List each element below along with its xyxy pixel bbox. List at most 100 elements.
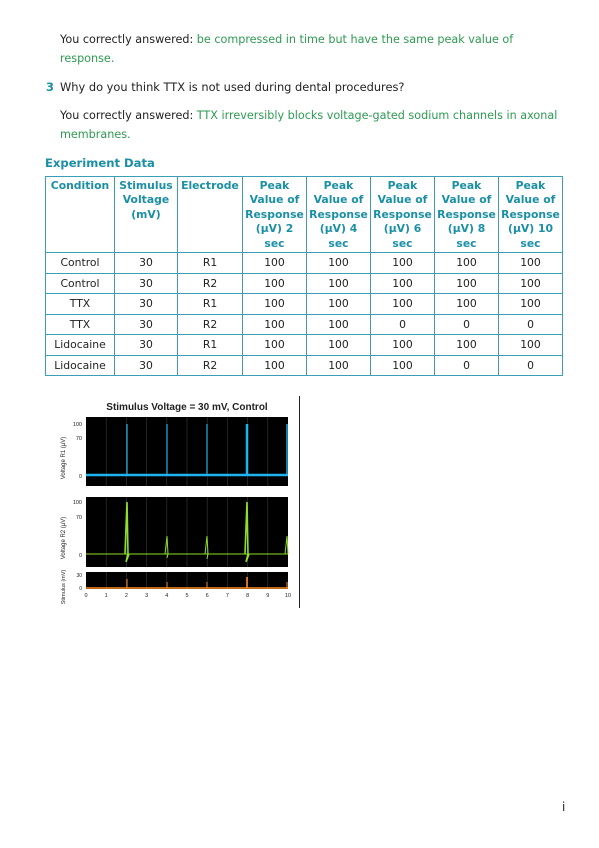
r2-spike-2s bbox=[124, 501, 130, 563]
x-tick: 2 bbox=[125, 593, 128, 599]
table-cell: 30 bbox=[114, 252, 178, 274]
col-header: Stimulus Voltage (mV) bbox=[114, 176, 178, 253]
table-cell: 100 bbox=[498, 293, 563, 315]
table-cell: 100 bbox=[306, 354, 371, 376]
table-cell: 0 bbox=[370, 313, 435, 335]
table-row: Control 30 R1 100 100 100 100 100 bbox=[45, 252, 563, 274]
table-cell: 100 bbox=[434, 252, 499, 274]
table-cell: 100 bbox=[242, 354, 307, 376]
table-cell: 100 bbox=[242, 252, 307, 274]
table-cell: 100 bbox=[306, 252, 371, 274]
x-tick: 8 bbox=[246, 593, 249, 599]
answer-prefix: You correctly answered: bbox=[60, 33, 197, 46]
table-cell: 30 bbox=[114, 272, 178, 294]
x-tick: 7 bbox=[226, 593, 229, 599]
table-row: TTX 30 R2 100 100 0 0 0 bbox=[45, 313, 563, 335]
x-tick: 3 bbox=[145, 593, 148, 599]
recording-figure: Stimulus Voltage = 30 mV, Control Voltag… bbox=[61, 402, 291, 605]
table-cell: 100 bbox=[498, 272, 563, 294]
col-header: Electrode bbox=[177, 176, 243, 253]
answer-3: You correctly answered: TTX irreversibly… bbox=[60, 106, 557, 144]
answer-text-cont: membranes. bbox=[60, 128, 131, 141]
table-cell: 100 bbox=[242, 313, 307, 335]
table-cell: R2 bbox=[177, 313, 243, 335]
table-cell: Control bbox=[45, 252, 115, 274]
table-cell: 30 bbox=[114, 293, 178, 315]
table-row: Lidocaine 30 R2 100 100 100 0 0 bbox=[45, 354, 563, 376]
x-tick: 4 bbox=[165, 593, 168, 599]
col-header: Condition bbox=[45, 176, 115, 253]
answer-text: TTX irreversibly blocks voltage-gated so… bbox=[196, 109, 558, 122]
panel-r2-ylabel: Voltage R2 (µV) bbox=[61, 517, 67, 559]
figure-title: Stimulus Voltage = 30 mV, Control bbox=[106, 402, 268, 413]
table-cell: 0 bbox=[434, 354, 499, 376]
panel-stimulus-ylabel: Stimulus (mV) bbox=[61, 570, 67, 605]
table-cell: R1 bbox=[177, 252, 243, 274]
table-cell: 100 bbox=[498, 252, 563, 274]
table-cell: 100 bbox=[434, 272, 499, 294]
x-tick: 6 bbox=[206, 593, 209, 599]
x-tick: 1 bbox=[105, 593, 108, 599]
y-tick: 0 bbox=[79, 553, 82, 559]
answer-prefix: You correctly answered: bbox=[60, 109, 197, 122]
table-cell: 30 bbox=[114, 354, 178, 376]
table-cell: 30 bbox=[114, 313, 178, 335]
table-cell: 100 bbox=[306, 313, 371, 335]
r2-spike-4s bbox=[164, 535, 169, 559]
table-cell: Control bbox=[45, 272, 115, 294]
y-tick: 30 bbox=[76, 573, 82, 579]
x-tick: 5 bbox=[185, 593, 188, 599]
y-tick: 100 bbox=[73, 422, 82, 428]
answer-1: You correctly answered: be compressed in… bbox=[60, 30, 513, 68]
x-axis-ticks: 0 1 2 3 4 5 6 7 8 9 10 bbox=[84, 593, 291, 599]
table-cell: 100 bbox=[370, 293, 435, 315]
table-cell: 100 bbox=[306, 272, 371, 294]
r2-spike-8s bbox=[244, 501, 250, 563]
y-tick: 0 bbox=[79, 586, 82, 592]
table-row: Control 30 R2 100 100 100 100 100 bbox=[45, 272, 563, 294]
y-tick: 70 bbox=[76, 436, 82, 442]
col-header: Peak Value of Response (µV) 10 sec bbox=[498, 176, 563, 253]
table-cell: 30 bbox=[114, 334, 178, 356]
x-tick: 9 bbox=[266, 593, 269, 599]
answer-text-cont: response. bbox=[60, 52, 115, 65]
table-cell: 100 bbox=[370, 252, 435, 274]
col-header: Peak Value of Response (µV) 2 sec bbox=[242, 176, 307, 253]
y-tick: 0 bbox=[79, 474, 82, 480]
y-tick: 100 bbox=[73, 500, 82, 506]
table-cell: 100 bbox=[242, 334, 307, 356]
x-tick: 10 bbox=[285, 593, 291, 599]
table-cell: 100 bbox=[306, 293, 371, 315]
x-tick: 0 bbox=[84, 593, 87, 599]
table-cell: 100 bbox=[370, 354, 435, 376]
table-cell: R1 bbox=[177, 293, 243, 315]
col-header: Peak Value of Response (µV) 6 sec bbox=[370, 176, 435, 253]
table-cell: 100 bbox=[370, 272, 435, 294]
experiment-data-table: Condition Stimulus Voltage (mV) Electrod… bbox=[45, 176, 563, 376]
table-cell: TTX bbox=[45, 293, 115, 315]
table-cell: R1 bbox=[177, 334, 243, 356]
col-header: Peak Value of Response (µV) 4 sec bbox=[306, 176, 371, 253]
r2-spike-10s bbox=[284, 535, 289, 555]
table-cell: 0 bbox=[498, 313, 563, 335]
table-cell: TTX bbox=[45, 313, 115, 335]
table-cell: 0 bbox=[498, 354, 563, 376]
page-number: i bbox=[562, 800, 566, 814]
col-header: Peak Value of Response (µV) 8 sec bbox=[434, 176, 499, 253]
table-cell: 100 bbox=[434, 293, 499, 315]
question-text: Why do you think TTX is not used during … bbox=[60, 80, 405, 94]
table-cell: 100 bbox=[306, 334, 371, 356]
table-cell: R2 bbox=[177, 354, 243, 376]
table-cell: Lidocaine bbox=[45, 334, 115, 356]
table-cell: 100 bbox=[370, 334, 435, 356]
table-cell: 100 bbox=[242, 272, 307, 294]
table-cell: 100 bbox=[498, 334, 563, 356]
table-row: TTX 30 R1 100 100 100 100 100 bbox=[45, 293, 563, 315]
table-row: Lidocaine 30 R1 100 100 100 100 100 bbox=[45, 334, 563, 356]
table-cell: Lidocaine bbox=[45, 354, 115, 376]
table-cell: 100 bbox=[242, 293, 307, 315]
figure-divider bbox=[299, 396, 300, 608]
question-number: 3 bbox=[46, 80, 54, 94]
section-title: Experiment Data bbox=[45, 156, 155, 170]
panel-r1-ylabel: Voltage R1 (µV) bbox=[61, 437, 67, 479]
